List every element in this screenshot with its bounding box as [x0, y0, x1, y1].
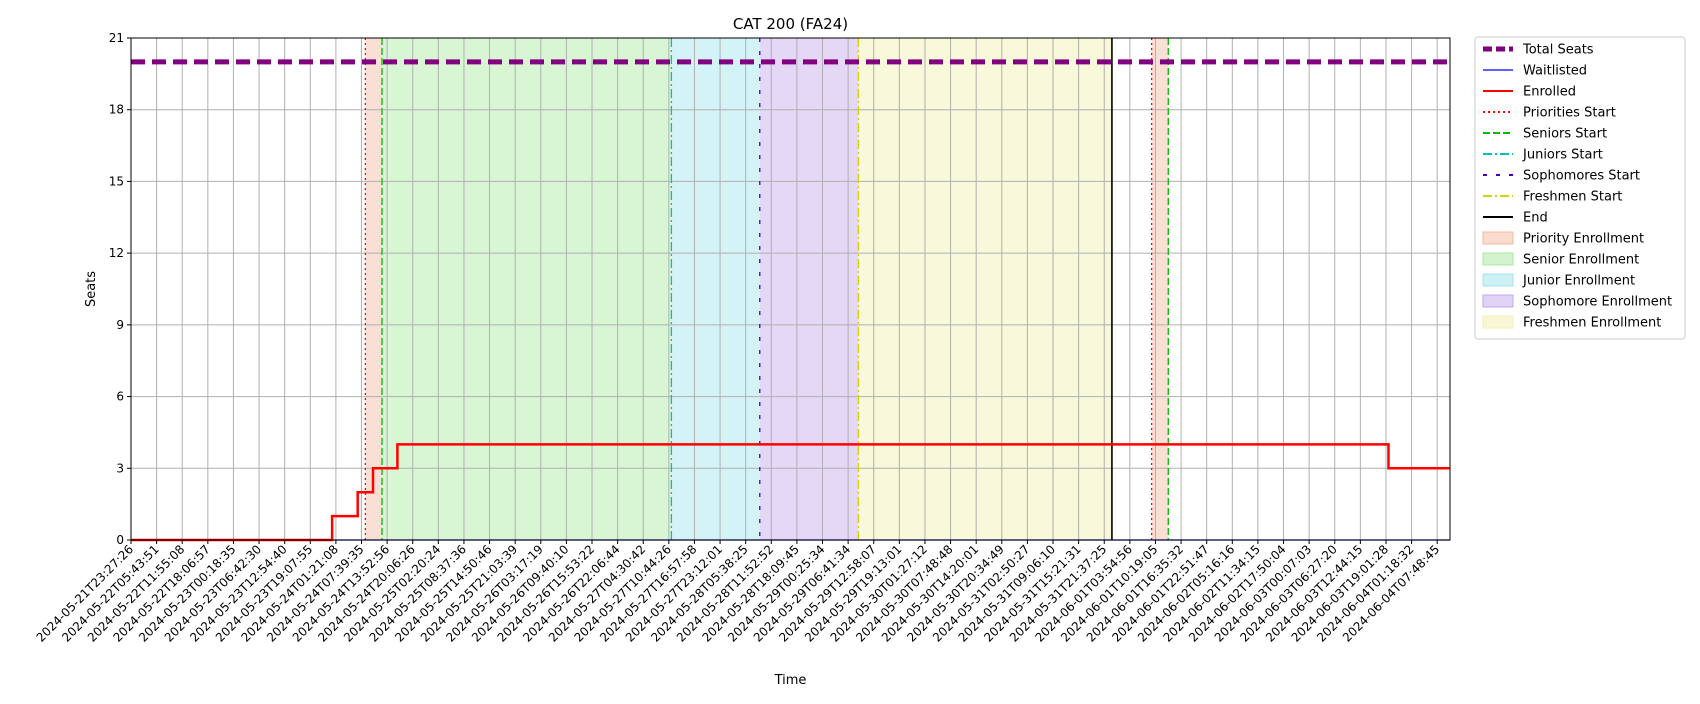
- legend-label: End: [1523, 211, 1548, 226]
- y-tick-label: 18: [109, 103, 124, 117]
- region-priority-enrollment: [365, 38, 382, 540]
- region-freshmen-enrollment: [858, 38, 1112, 540]
- y-tick-label: 3: [116, 461, 124, 475]
- legend-label: Enrolled: [1523, 85, 1576, 100]
- legend-swatch: [1482, 252, 1514, 266]
- region-junior-enrollment: [671, 38, 760, 540]
- legend-label: Waitlisted: [1523, 64, 1587, 79]
- legend-label: Priorities Start: [1523, 106, 1616, 121]
- y-axis-ticks: 0 3 6 9 12 15 18 21: [109, 31, 131, 547]
- grid-lines: [130, 37, 1450, 541]
- event-lines: [364, 38, 1169, 540]
- series-enrolled: [131, 443, 1450, 542]
- legend-item: Priorities Start: [1483, 106, 1616, 121]
- legend-item: Waitlisted: [1483, 64, 1587, 79]
- legend-item: Junior Enrollment: [1482, 273, 1635, 289]
- plot-frame: [130, 37, 1451, 541]
- shaded-regions: [365, 38, 1169, 540]
- x-axis-label: Time: [774, 673, 807, 688]
- legend-label: Sophomores Start: [1523, 169, 1640, 184]
- legend-item: Sophomores Start: [1483, 169, 1640, 184]
- legend-label: Freshmen Start: [1523, 190, 1622, 205]
- legend-label: Senior Enrollment: [1523, 253, 1639, 268]
- legend-item: Freshmen Enrollment: [1482, 315, 1661, 331]
- legend-label: Junior Enrollment: [1522, 274, 1635, 289]
- x-axis-ticks: 2024-05-21T23:27:262024-05-22T05:43:5120…: [34, 540, 1442, 645]
- legend-label: Juniors Start: [1522, 148, 1603, 163]
- legend-label: Priority Enrollment: [1523, 232, 1644, 247]
- legend-item: End: [1483, 211, 1548, 226]
- chart-title: CAT 200 (FA24): [733, 15, 848, 33]
- y-tick-label: 9: [116, 318, 124, 332]
- legend-item: Priority Enrollment: [1482, 231, 1644, 247]
- legend-item: Enrolled: [1483, 85, 1576, 100]
- y-tick-label: 21: [109, 31, 124, 45]
- legend-swatch: [1482, 294, 1514, 308]
- y-tick-label: 15: [109, 174, 124, 188]
- legend-item: Total Seats: [1483, 43, 1594, 58]
- legend-swatch: [1482, 315, 1514, 329]
- legend: Total Seats Waitlisted Enrolled Priorities …: [1474, 36, 1686, 340]
- legend-item: Senior Enrollment: [1482, 252, 1639, 268]
- legend-item: Sophomore Enrollment: [1482, 294, 1672, 310]
- region-sophomore-enrollment: [759, 38, 859, 540]
- y-tick-label: 12: [109, 246, 124, 260]
- legend-label: Total Seats: [1522, 43, 1594, 58]
- y-axis-label: Seats: [84, 271, 99, 307]
- legend-label: Sophomore Enrollment: [1523, 295, 1672, 310]
- legend-label: Freshmen Enrollment: [1523, 316, 1661, 331]
- legend-item: Juniors Start: [1483, 148, 1603, 163]
- legend-item: Seniors Start: [1483, 127, 1607, 142]
- legend-frame: [1474, 36, 1686, 340]
- legend-swatch: [1482, 273, 1514, 287]
- region-senior-enrollment: [381, 38, 672, 540]
- y-tick-label: 6: [116, 390, 124, 404]
- region-priority-enrollment-2: [1151, 38, 1169, 540]
- legend-swatch: [1482, 231, 1514, 245]
- legend-item: Freshmen Start: [1483, 190, 1622, 205]
- legend-label: Seniors Start: [1523, 127, 1607, 142]
- y-tick-label: 0: [116, 533, 124, 547]
